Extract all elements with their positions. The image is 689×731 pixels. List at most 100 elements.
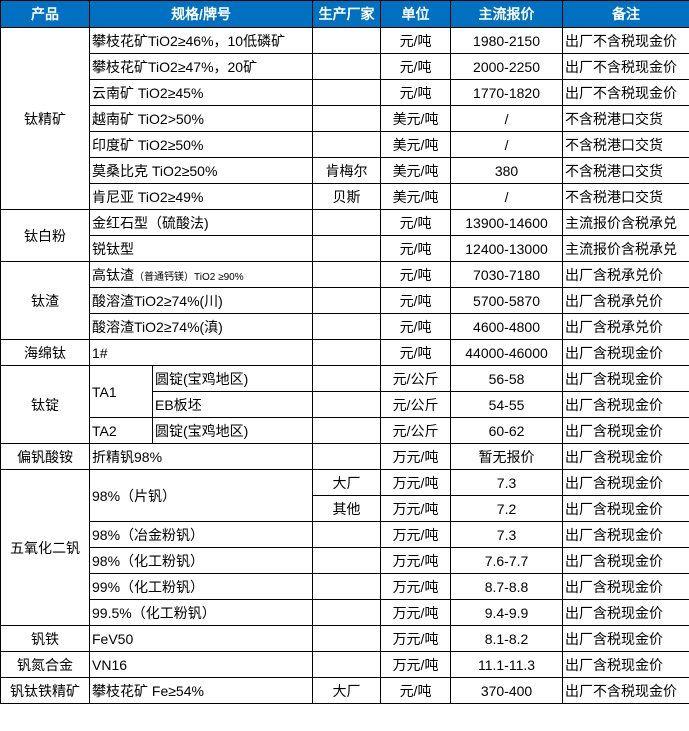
table-row: 钒钛铁精矿 攀枝花矿 Fe≥54% 大厂 元/吨 370-400 出厂不含税现金价 <box>0 677 689 704</box>
price-cell: 8.1-8.2 <box>450 625 564 652</box>
price-cell: 7.2 <box>450 495 564 522</box>
maker-cell <box>312 261 382 288</box>
table-row: 锐钛型 元/吨 12400-13000 主流报价含税承兑 <box>1 235 689 262</box>
spec-text: 1# <box>92 344 108 361</box>
table-row: 钛锭 TA1 圆锭(宝鸡地区) 元/公斤 56-58 出厂含税现金价 <box>0 365 689 444</box>
unit-cell: 万元/吨 <box>380 625 452 652</box>
unit-cell: 元/公斤 <box>380 365 452 392</box>
table-row: 钒铁 FeV50 万元/吨 8.1-8.2 出厂含税现金价 <box>0 625 689 652</box>
unit-cell: 元/吨 <box>380 209 452 236</box>
table-row: 攀枝花矿TiO2≥47%，20矿 元/吨 2000-2250 出厂不含税现金价 <box>1 53 689 80</box>
spec-cell: 攀枝花矿 Fe≥54% <box>88 677 314 704</box>
maker-cell <box>312 131 382 158</box>
spec-text: 98%（化工粉钒） <box>92 552 205 569</box>
spec-cell: VN16 <box>88 651 314 678</box>
price-cell: / <box>450 105 564 132</box>
unit-cell: 万元/吨 <box>380 651 452 678</box>
table-row: 99%（化工粉钒） 万元/吨 8.7-8.8 出厂含税现金价 <box>1 573 689 600</box>
note-cell: 出厂含税现金价 <box>562 469 689 496</box>
table-row: 偏钒酸铵 折精钒98% 万元/吨 暂无报价 出厂含税现金价 <box>0 443 689 470</box>
table-row: 99.5%（化工粉钒） 万元/吨 9.4-9.9 出厂含税现金价 <box>1 599 689 626</box>
unit-cell: 元/吨 <box>380 313 452 340</box>
note-cell: 不含税港口交货 <box>562 105 689 132</box>
unit-cell: 万元/吨 <box>380 495 452 522</box>
note-cell: 出厂含税承兑价 <box>562 287 689 314</box>
spec-cell: 金红石型（硫酸法) <box>88 209 314 236</box>
note-cell: 出厂含税现金价 <box>562 651 689 678</box>
price-cell: 7030-7180 <box>450 261 564 288</box>
price-table: 产品 规格/牌号 生产厂家 单位 主流报价 备注 钛精矿 攀枝花矿TiO2≥46%… <box>0 0 689 704</box>
spec-text: 云南矿 TiO2≥45% <box>92 84 204 101</box>
product-cell: 海绵钛 <box>0 339 90 366</box>
note-cell: 出厂不含税现金价 <box>562 79 689 106</box>
note-cell: 出厂含税现金价 <box>562 547 689 574</box>
maker-cell <box>312 625 382 652</box>
unit-cell: 万元/吨 <box>380 443 452 470</box>
price-cell: 5700-5870 <box>450 287 564 314</box>
spec-cell: 印度矿 TiO2≥50% <box>88 131 314 158</box>
spec-cell: 圆锭(宝鸡地区) <box>151 365 314 392</box>
product-cell: 钒钛铁精矿 <box>0 677 90 704</box>
maker-cell <box>312 339 382 366</box>
spec-cell: 酸溶渣TiO2≥74%(川) <box>88 287 314 314</box>
spec-text: 莫桑比克 TiO2≥50% <box>92 162 218 179</box>
spec-text: 折精钒98% <box>92 448 163 465</box>
spec-cell: 1# <box>88 339 314 366</box>
note-cell: 出厂含税现金价 <box>562 417 689 444</box>
table-row: 钛白粉 金红石型（硫酸法) 元/吨 13900-14600 主流报价含税承兑 <box>0 209 689 262</box>
price-cell: 2000-2250 <box>450 53 564 80</box>
unit-cell: 元/吨 <box>380 53 452 80</box>
price-cell: 11.1-11.3 <box>450 651 564 678</box>
price-cell: 8.7-8.8 <box>450 573 564 600</box>
spec-cell: 圆锭(宝鸡地区) <box>151 417 314 444</box>
unit-cell: 元/吨 <box>380 287 452 314</box>
price-cell: 7.3 <box>450 469 564 496</box>
spec-cell: 折精钒98% <box>88 443 314 470</box>
spec-cell: 98%（化工粉钒） <box>88 547 314 574</box>
maker-cell <box>312 53 382 80</box>
table-row: 莫桑比克 TiO2≥50% 肯梅尔 美元/吨 380 不含税港口交货 <box>1 157 689 184</box>
note-cell: 出厂含税现金价 <box>562 391 689 418</box>
product-cell: 钛锭 <box>0 365 90 444</box>
product-cell: 钛渣 <box>0 261 90 340</box>
table-row: 其他 万元/吨 7.2 出厂含税现金价 <box>1 495 689 522</box>
spec-text: 酸溶渣TiO2≥74%(滇) <box>92 318 223 335</box>
table-row: 酸溶渣TiO2≥74%(川) 元/吨 5700-5870 出厂含税承兑价 <box>1 287 689 314</box>
header-spec: 规格/牌号 <box>88 0 314 28</box>
spec-cell: 莫桑比克 TiO2≥50% <box>88 157 314 184</box>
spec-text: 攀枝花矿 Fe≥54% <box>92 682 204 699</box>
spec-text: 99.5%（化工粉钒） <box>92 604 216 621</box>
spec-cell: 云南矿 TiO2≥45% <box>88 79 314 106</box>
unit-cell: 万元/吨 <box>380 469 452 496</box>
product-cell: 钛白粉 <box>0 209 90 262</box>
price-cell: / <box>450 183 564 210</box>
maker-cell <box>312 105 382 132</box>
table-row: 肯尼亚 TiO2≥49% 贝斯 美元/吨 / 不含税港口交货 <box>1 183 689 210</box>
price-cell: 1980-2150 <box>450 27 564 54</box>
unit-cell: 元/吨 <box>380 79 452 106</box>
spec-cell: 酸溶渣TiO2≥74%(滇) <box>88 313 314 340</box>
spec-text: 98%（片钒） <box>92 487 177 504</box>
spec-text: 肯尼亚 TiO2≥49% <box>92 188 204 205</box>
maker-cell <box>312 27 382 54</box>
spec-cell: 98%（片钒） <box>88 469 314 522</box>
maker-cell <box>312 547 382 574</box>
note-cell: 出厂含税现金价 <box>562 495 689 522</box>
unit-cell: 元/公斤 <box>380 391 452 418</box>
spec-cell: 98%（冶金粉钒） <box>88 521 314 548</box>
table-row: 钛精矿 攀枝花矿TiO2≥46%，10低磷矿 元/吨 1980-2150 出厂不含税现金… <box>0 27 689 210</box>
price-cell: 7.6-7.7 <box>450 547 564 574</box>
header-row: 产品 规格/牌号 生产厂家 单位 主流报价 备注 <box>0 0 689 28</box>
table-row: 98%（冶金粉钒） 万元/吨 7.3 出厂含税现金价 <box>1 521 689 548</box>
spec-cell: 锐钛型 <box>88 235 314 262</box>
note-cell: 出厂含税承兑价 <box>562 261 689 288</box>
product-cell: 钛精矿 <box>0 27 90 210</box>
product-cell: 钒氮合金 <box>0 651 90 678</box>
note-cell: 主流报价含税承兑 <box>562 209 689 236</box>
price-cell: 1770-1820 <box>450 79 564 106</box>
maker-cell <box>312 365 382 392</box>
spec-text: 越南矿 TiO2>50% <box>92 110 204 127</box>
note-cell: 出厂含税现金价 <box>562 339 689 366</box>
note-cell: 出厂含税现金价 <box>562 573 689 600</box>
header-maker: 生产厂家 <box>312 0 382 28</box>
